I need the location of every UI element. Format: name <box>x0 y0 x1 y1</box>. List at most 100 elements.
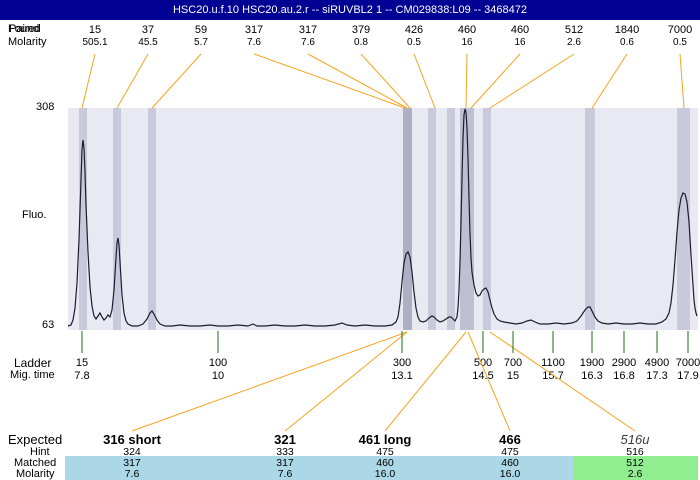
molarity-value: 16.0 <box>374 468 396 480</box>
top-callout-line <box>679 53 685 109</box>
found-row-label: Found <box>8 23 40 35</box>
molarity-table-row-label: Molarity <box>16 468 55 480</box>
peak-marker-band <box>113 108 121 330</box>
top-callout-line <box>116 53 149 109</box>
hint-value: 475 <box>376 446 394 458</box>
ladder-migtime-label: 17.3 <box>646 370 668 382</box>
matched-value: 317 <box>276 457 294 469</box>
ladder-size-label: 700 <box>503 357 523 369</box>
found-molarity-label: 2.6 <box>567 37 581 48</box>
ladder-migtime-label: 7.8 <box>74 370 90 382</box>
molarity-value: 7.6 <box>277 468 293 480</box>
top-callout-line <box>489 53 575 109</box>
expected-name: 466 <box>499 432 521 447</box>
bottom-callout-line <box>284 331 408 432</box>
ladder-migtime-label: 17.9 <box>677 370 699 382</box>
peak-marker-band <box>460 108 474 330</box>
ladder-size-label: 4900 <box>644 357 670 369</box>
ladder-migtime-label: 15 <box>506 370 520 382</box>
found-size-label: 460 <box>457 24 477 36</box>
molarity-value: 7.6 <box>124 468 140 480</box>
found-size-label: 317 <box>244 24 264 36</box>
peak-marker-band <box>403 108 412 330</box>
ladder-migtime-label: 14.5 <box>472 370 494 382</box>
ladder-size-label: 1100 <box>541 357 565 369</box>
found-molarity-label: 16 <box>514 37 526 48</box>
matched-value: 460 <box>501 457 519 469</box>
top-callout-line <box>151 53 202 109</box>
paired-row-label: Paired <box>9 23 41 35</box>
ladder-size-label: 15 <box>75 357 89 369</box>
expected-name: 321 <box>274 432 296 447</box>
peak-marker-band <box>148 108 156 330</box>
molarity-value: 2.6 <box>627 468 643 480</box>
peak-marker-band <box>483 108 491 330</box>
ladder-size-label: 500 <box>473 357 493 369</box>
expected-name: 461 long <box>358 432 412 447</box>
expected-name: 316 short <box>103 432 161 447</box>
found-size-label: 15 <box>88 24 102 36</box>
hint-value: 516 <box>626 446 644 458</box>
found-molarity-label: 7.6 <box>247 37 261 48</box>
ladder-size-label: 100 <box>208 357 228 369</box>
ladder-migtime-label: 16.8 <box>613 370 635 382</box>
top-callout-line <box>360 53 411 109</box>
top-callout-line <box>307 53 408 109</box>
ladder-size-label: 1900 <box>579 357 605 369</box>
found-size-label: 460 <box>510 24 530 36</box>
found-size-label: 37 <box>141 24 155 36</box>
peak-marker-band <box>79 108 87 330</box>
peak-marker-band <box>585 108 595 330</box>
top-callout-line <box>470 53 521 109</box>
found-molarity-label: 16 <box>461 37 473 48</box>
hint-value: 475 <box>501 446 519 458</box>
found-molarity-label: 0.5 <box>407 37 421 48</box>
found-molarity-label: 505.1 <box>82 37 108 48</box>
peak-marker-band <box>428 108 436 330</box>
found-size-label: 7000 <box>667 24 693 36</box>
molarity-row-label: Molarity <box>8 36 47 48</box>
hint-value: 324 <box>123 446 141 458</box>
ladder-row-label: Ladder <box>14 356 52 370</box>
matched-value: 317 <box>123 457 141 469</box>
y-axis-title: Fluo. <box>22 209 47 221</box>
expected-name: 516u <box>620 432 650 447</box>
matched-value: 460 <box>376 457 394 469</box>
top-callout-line <box>413 53 436 109</box>
found-size-label: 379 <box>351 24 371 36</box>
found-molarity-label: 45.5 <box>138 37 158 48</box>
ladder-migtime-label: 13.1 <box>391 370 413 382</box>
plot-area <box>68 108 698 330</box>
matched-value: 512 <box>626 457 644 469</box>
matched-stripe-green <box>573 456 698 480</box>
found-molarity-label: 0.8 <box>354 37 368 48</box>
top-callout-line <box>81 53 96 109</box>
found-molarity-label: 5.7 <box>194 37 208 48</box>
window-title-bar: HSC20.u.f.10 HSC20.au.2.r -- siRUVBL2 1 … <box>0 0 700 20</box>
top-callout-line <box>465 53 468 109</box>
bottom-callout-line <box>131 331 408 432</box>
top-callout-line <box>253 53 406 109</box>
peak-marker-band <box>447 108 455 330</box>
y-axis-max: 308 <box>36 101 55 113</box>
found-size-label: 317 <box>298 24 318 36</box>
ladder-size-label: 2900 <box>611 357 637 369</box>
hint-value: 333 <box>276 446 294 458</box>
expected-row-label: Expected <box>8 432 63 447</box>
ladder-migtime-label: 16.3 <box>581 370 603 382</box>
ladder-size-label: 7000 <box>675 357 700 369</box>
peak-marker-band <box>677 108 690 330</box>
ladder-migtime-label: 10 <box>211 370 225 382</box>
top-callout-line <box>591 53 628 109</box>
found-molarity-label: 7.6 <box>301 37 315 48</box>
y-axis-min: 63 <box>42 319 55 331</box>
found-size-label: 512 <box>564 24 584 36</box>
found-size-label: 426 <box>404 24 424 36</box>
found-molarity-label: 0.5 <box>673 37 687 48</box>
found-size-label: 1840 <box>614 24 640 36</box>
found-size-label: 59 <box>194 24 208 36</box>
window-title: HSC20.u.f.10 HSC20.au.2.r -- siRUVBL2 1 … <box>172 4 527 16</box>
matched-row-label: Matched <box>14 457 57 469</box>
matched-stripe-blue <box>65 456 573 480</box>
